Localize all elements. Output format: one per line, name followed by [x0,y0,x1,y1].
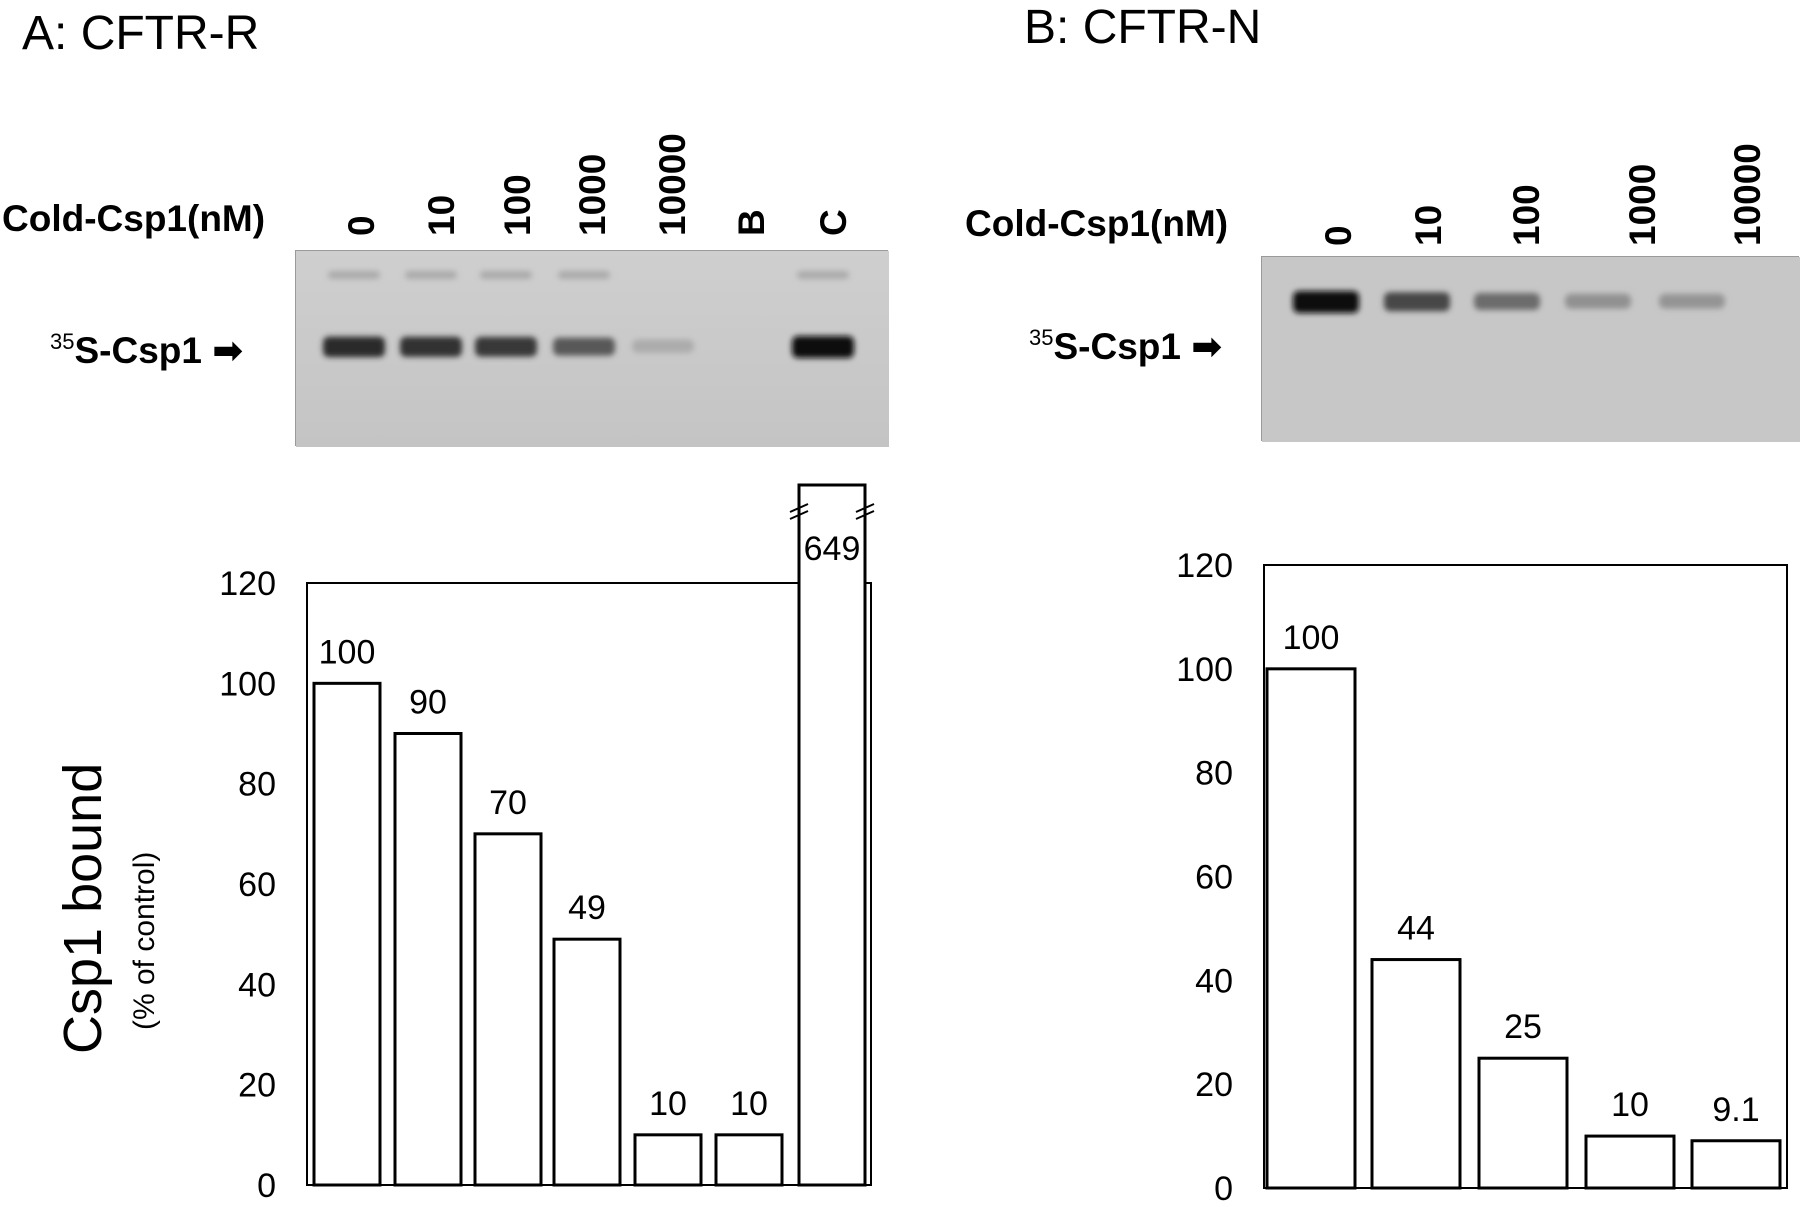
bar [552,937,622,1187]
bar [1370,958,1462,1190]
gel-band [1384,292,1450,312]
bar-value-label: 44 [1397,910,1435,948]
bar [1265,667,1357,1190]
gel-band [1659,293,1725,309]
isotope-superscript: 35 [50,329,75,354]
bar-value-label: 10 [730,1085,768,1123]
bar [473,832,543,1187]
y-tick-label: 100 [1176,651,1233,689]
bar [1690,1139,1782,1190]
bar [393,732,463,1187]
panel-b-gel-svg [1262,257,1800,442]
gel-faint-band [558,271,610,279]
y-tick-label: 80 [1195,755,1233,793]
axis-break-mark [789,510,809,520]
y-tick-label: 0 [257,1167,276,1205]
gel-band [1474,293,1540,310]
bar-value-label: 90 [409,684,447,722]
bar-value-label: 100 [319,633,376,671]
band-label-text: S-Csp1 [74,330,202,371]
gel-band [323,336,385,358]
bar [633,1133,703,1187]
bar-value-label: 10 [649,1085,687,1123]
panel-b-gel-image [1261,256,1800,442]
bar-value-label: 70 [489,784,527,822]
y-tick-label: 0 [1214,1170,1233,1207]
gel-band [1293,291,1359,313]
arrow-right-icon: ➡ [212,330,244,371]
gel-faint-band [480,271,532,279]
gel-band [792,336,854,358]
y-tick-label: 80 [238,766,276,804]
gel-faint-band [328,271,380,279]
panel-a-gel-image [295,250,889,447]
bar-value-label: 10 [1611,1086,1649,1124]
gel-faint-band [405,271,457,279]
y-tick-label: 60 [1195,859,1233,897]
gel-band [400,336,462,357]
panel-a-band-label: 35S-Csp1 ➡ [50,329,243,372]
bar [797,483,867,1187]
axis-break-mark [855,503,875,513]
bar-value-label: 49 [568,889,606,927]
panel-b-band-label: 35S-Csp1 ➡ [1029,325,1222,368]
bar-value-label: 25 [1504,1008,1542,1046]
panel-b-lane-header: Cold-Csp1(nM) [965,203,1229,244]
arrow-right-icon: ➡ [1191,326,1223,367]
bar [312,681,382,1187]
y-tick-label: 120 [1176,547,1233,585]
gel-faint-band [797,271,849,279]
bar [1477,1056,1569,1190]
y-tick-label: 20 [238,1067,276,1105]
bar [1584,1134,1676,1190]
bar-value-label: 649 [804,530,861,568]
y-tick-label: 60 [238,866,276,904]
bar-value-label: 9.1 [1712,1091,1759,1129]
gel-band [553,337,615,356]
band-label-text: S-Csp1 [1053,326,1181,367]
y-tick-label: 100 [219,665,276,703]
panel-a-lane-header: Cold-Csp1(nM) [2,198,266,239]
y-tick-label: 40 [238,966,276,1004]
gel-band [1565,293,1631,309]
isotope-superscript: 35 [1029,325,1054,350]
axis-break-mark [855,510,875,520]
panel-a-gel-svg [296,251,889,447]
bar-value-label: 100 [1283,619,1340,657]
panel-a-title: A: CFTR-R [22,7,260,60]
y-tick-label: 40 [1195,962,1233,1000]
y-tick-label: 120 [219,565,276,603]
gel-band [632,339,694,353]
y-tick-label: 20 [1195,1066,1233,1104]
axis-break-mark [789,503,809,513]
panel-b-title: B: CFTR-N [1024,1,1262,54]
bar [714,1133,784,1187]
gel-band [475,336,537,357]
